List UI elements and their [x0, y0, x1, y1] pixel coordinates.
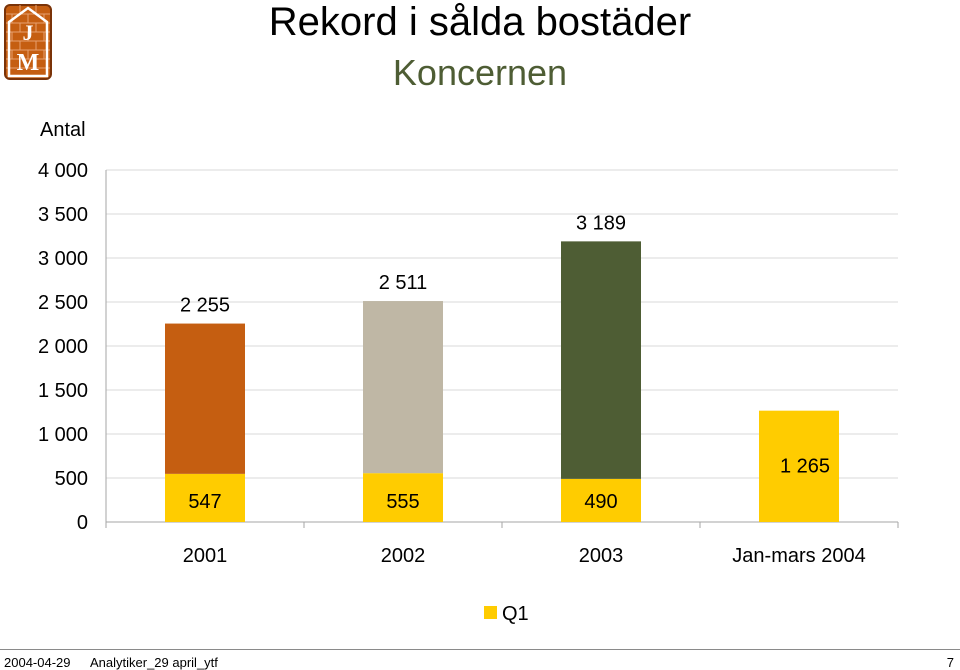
footer-page-number: 7	[946, 655, 954, 670]
x-tick-label: 2002	[381, 545, 426, 567]
data-label-q1: 1 265	[780, 456, 830, 478]
y-tick-label: 3 000	[38, 248, 88, 270]
data-label-total: 2 511	[379, 272, 428, 294]
bar-rest-2003	[561, 241, 641, 479]
bar-chart: 0 500 1 000 1 500 2 000 2 500 3 000 3 500 4 000 5…	[38, 160, 899, 625]
x-tick-label: Jan-mars 2004	[732, 545, 865, 567]
data-label-total: 2 255	[180, 295, 230, 317]
data-label-q1: 555	[386, 491, 419, 513]
data-label-q1: 490	[584, 491, 617, 513]
y-tick-label: 1 000	[38, 424, 88, 446]
svg-text:M: M	[17, 50, 40, 76]
data-label-q1: 547	[188, 491, 221, 513]
y-tick-label: 1 500	[38, 380, 88, 402]
jm-logo: J M	[4, 4, 52, 80]
legend-swatch-q1	[484, 606, 497, 619]
page-subtitle: Koncernen	[392, 52, 568, 93]
y-axis-title: Antal	[40, 119, 86, 141]
y-tick-label: 0	[77, 512, 88, 534]
y-tick-label: 500	[55, 468, 88, 490]
x-tick-label: 2003	[579, 545, 624, 567]
bar-rest-2002	[363, 301, 443, 474]
bar-q1-Jan-mars 2004	[759, 410, 839, 522]
y-tick-label: 3 500	[38, 204, 88, 226]
bar-q1-2001	[165, 473, 245, 522]
x-tick-label: 2001	[183, 545, 228, 567]
y-tick-label: 4 000	[38, 160, 88, 182]
footer-source: Analytiker_29 april_ytf	[90, 655, 218, 670]
footer-date: 2004-04-29	[4, 655, 71, 670]
bar-q1-2003	[561, 478, 641, 522]
data-label-total: 3 189	[576, 212, 626, 234]
y-tick-label: 2 000	[38, 336, 88, 358]
bar-q1-2002	[363, 473, 443, 522]
y-tick-label: 2 500	[38, 292, 88, 314]
bar-rest-2001	[165, 323, 245, 474]
footer: 2004-04-29 Analytiker_29 april_ytf 7	[0, 649, 960, 670]
page-title: Rekord i sålda bostäder	[268, 0, 692, 44]
legend-label-q1: Q1	[502, 603, 529, 625]
svg-text:J: J	[23, 20, 34, 45]
